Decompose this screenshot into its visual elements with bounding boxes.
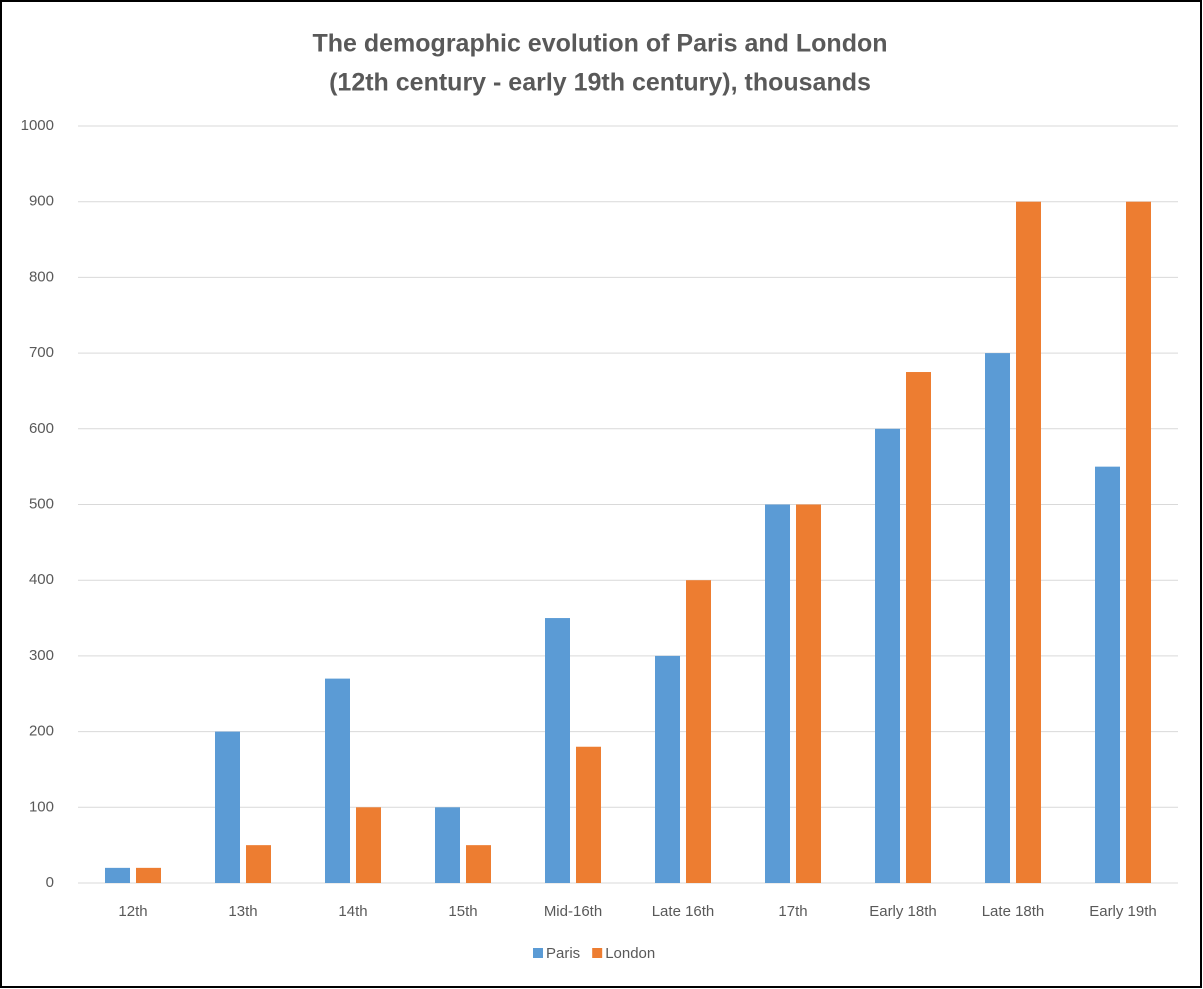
x-tick-label: Early 19th xyxy=(1089,903,1157,920)
bar xyxy=(435,807,460,883)
bar xyxy=(105,867,130,883)
legend-label: London xyxy=(605,945,655,962)
y-tick-label: 900 xyxy=(29,193,54,210)
legend-label: Paris xyxy=(546,945,580,962)
x-tick-label: Mid-16th xyxy=(544,903,602,920)
y-tick-label: 1000 xyxy=(21,117,54,134)
y-tick-label: 300 xyxy=(29,647,54,664)
x-tick-label: 14th xyxy=(338,903,367,920)
bar xyxy=(655,655,680,883)
bar xyxy=(796,504,821,883)
bar xyxy=(325,678,350,883)
x-tick-label: 17th xyxy=(778,903,807,920)
bar xyxy=(906,372,931,883)
bar xyxy=(1126,201,1151,883)
bar xyxy=(1095,466,1120,883)
bar xyxy=(246,845,271,883)
x-tick-label: 13th xyxy=(228,903,257,920)
bar xyxy=(875,428,900,883)
x-tick-label: Late 16th xyxy=(652,903,715,920)
legend-swatch xyxy=(533,948,543,958)
chart-title: The demographic evolution of Paris and L… xyxy=(312,30,887,58)
y-tick-label: 700 xyxy=(29,344,54,361)
y-tick-label: 400 xyxy=(29,571,54,588)
bar xyxy=(1016,201,1041,883)
x-tick-label: Early 18th xyxy=(869,903,937,920)
bar xyxy=(545,618,570,883)
x-tick-label: 12th xyxy=(118,903,147,920)
bar xyxy=(356,807,381,883)
y-tick-label: 100 xyxy=(29,798,54,815)
legend-swatch xyxy=(592,948,603,958)
y-tick-label: 800 xyxy=(29,268,54,285)
bar xyxy=(136,867,161,883)
bar xyxy=(576,746,601,883)
bar xyxy=(985,353,1010,884)
bar xyxy=(466,845,491,883)
y-tick-label: 0 xyxy=(46,874,54,891)
y-tick-label: 500 xyxy=(29,495,54,512)
x-tick-label: 15th xyxy=(448,903,477,920)
bar xyxy=(215,731,240,883)
x-tick-label: Late 18th xyxy=(982,903,1045,920)
y-tick-label: 600 xyxy=(29,420,54,437)
chart-title: (12th century - early 19th century), tho… xyxy=(329,69,871,97)
y-tick-label: 200 xyxy=(29,723,54,740)
bar xyxy=(765,504,790,883)
bar xyxy=(686,580,711,883)
